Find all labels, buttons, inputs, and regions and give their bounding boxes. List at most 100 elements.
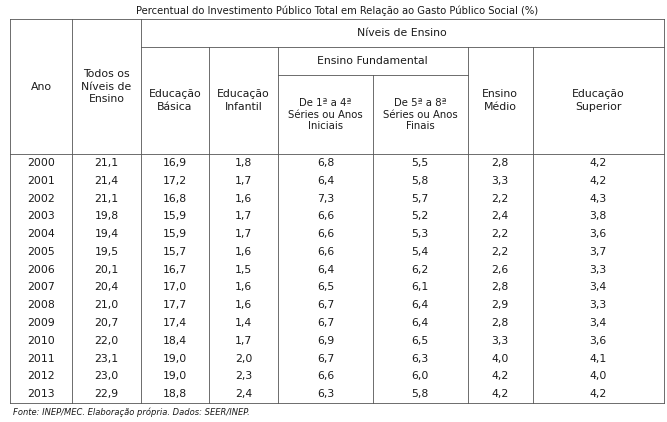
- Text: 19,0: 19,0: [163, 354, 187, 364]
- Text: 2,8: 2,8: [492, 282, 509, 292]
- Text: 16,8: 16,8: [163, 194, 187, 203]
- Text: 2,8: 2,8: [492, 318, 509, 328]
- Text: 3,7: 3,7: [590, 247, 607, 257]
- Text: 21,1: 21,1: [94, 158, 119, 168]
- Text: 6,3: 6,3: [412, 354, 429, 364]
- Text: 3,6: 3,6: [590, 229, 607, 239]
- Text: 6,3: 6,3: [317, 389, 334, 399]
- Text: 1,7: 1,7: [235, 211, 252, 222]
- Text: 5,5: 5,5: [412, 158, 429, 168]
- Text: 1,7: 1,7: [235, 336, 252, 346]
- Text: 2012: 2012: [27, 371, 55, 381]
- Text: 15,9: 15,9: [163, 211, 187, 222]
- Text: Ano: Ano: [31, 81, 51, 92]
- Text: 4,2: 4,2: [590, 176, 607, 186]
- Text: 2001: 2001: [27, 176, 55, 186]
- Text: 6,6: 6,6: [317, 229, 334, 239]
- Text: 2005: 2005: [27, 247, 55, 257]
- Text: 23,0: 23,0: [94, 371, 119, 381]
- Text: 7,3: 7,3: [317, 194, 334, 203]
- Text: Educação
Infantil: Educação Infantil: [217, 89, 270, 111]
- Text: 3,8: 3,8: [590, 211, 607, 222]
- Text: 5,3: 5,3: [412, 229, 429, 239]
- Text: 4,2: 4,2: [492, 389, 509, 399]
- Text: 5,4: 5,4: [412, 247, 429, 257]
- Text: 6,6: 6,6: [317, 211, 334, 222]
- Text: 2,2: 2,2: [492, 229, 509, 239]
- Text: 19,5: 19,5: [94, 247, 119, 257]
- Text: 6,4: 6,4: [317, 176, 334, 186]
- Text: 2,2: 2,2: [492, 194, 509, 203]
- Text: 15,9: 15,9: [163, 229, 187, 239]
- Text: 2,6: 2,6: [492, 265, 509, 275]
- Text: Níveis de Ensino: Níveis de Ensino: [358, 28, 447, 38]
- Text: 2,3: 2,3: [235, 371, 252, 381]
- Text: 21,0: 21,0: [94, 300, 119, 310]
- Text: 1,6: 1,6: [235, 194, 252, 203]
- Text: 17,4: 17,4: [163, 318, 187, 328]
- Text: 2,8: 2,8: [492, 158, 509, 168]
- Text: 4,0: 4,0: [492, 354, 509, 364]
- Text: 2007: 2007: [27, 282, 55, 292]
- Text: 1,5: 1,5: [235, 265, 252, 275]
- Text: De 5ª a 8ª
Séries ou Anos
Finais: De 5ª a 8ª Séries ou Anos Finais: [383, 98, 458, 131]
- Text: 6,0: 6,0: [412, 371, 429, 381]
- Text: 2,9: 2,9: [492, 300, 509, 310]
- Text: 2000: 2000: [27, 158, 55, 168]
- Text: 6,4: 6,4: [412, 318, 429, 328]
- Text: 6,4: 6,4: [412, 300, 429, 310]
- Text: 6,2: 6,2: [412, 265, 429, 275]
- Text: 6,9: 6,9: [317, 336, 334, 346]
- Text: 18,8: 18,8: [163, 389, 187, 399]
- Text: 17,0: 17,0: [163, 282, 187, 292]
- Text: 4,0: 4,0: [590, 371, 607, 381]
- Text: Educação
Básica: Educação Básica: [149, 89, 201, 111]
- Text: 21,1: 21,1: [94, 194, 119, 203]
- Text: 17,2: 17,2: [163, 176, 187, 186]
- Text: 2002: 2002: [27, 194, 55, 203]
- Text: 3,6: 3,6: [590, 336, 607, 346]
- Text: 19,0: 19,0: [163, 371, 187, 381]
- Text: Percentual do Investimento Público Total em Relação ao Gasto Público Social (%): Percentual do Investimento Público Total…: [136, 5, 538, 16]
- Text: 19,8: 19,8: [94, 211, 119, 222]
- Text: 3,3: 3,3: [590, 265, 607, 275]
- Text: 4,1: 4,1: [590, 354, 607, 364]
- Text: 2004: 2004: [27, 229, 55, 239]
- Text: 15,7: 15,7: [163, 247, 187, 257]
- Text: 17,7: 17,7: [163, 300, 187, 310]
- Text: 20,7: 20,7: [94, 318, 119, 328]
- Text: 22,9: 22,9: [94, 389, 119, 399]
- Text: 6,4: 6,4: [317, 265, 334, 275]
- Text: 21,4: 21,4: [94, 176, 119, 186]
- Text: 6,7: 6,7: [317, 300, 334, 310]
- Text: 2,4: 2,4: [492, 211, 509, 222]
- Text: 19,4: 19,4: [94, 229, 119, 239]
- Text: 3,3: 3,3: [590, 300, 607, 310]
- Text: 2011: 2011: [27, 354, 55, 364]
- Text: Ensino
Médio: Ensino Médio: [482, 89, 518, 111]
- Text: 5,2: 5,2: [412, 211, 429, 222]
- Text: 6,6: 6,6: [317, 247, 334, 257]
- Text: 16,7: 16,7: [163, 265, 187, 275]
- Text: 4,2: 4,2: [492, 371, 509, 381]
- Text: 20,4: 20,4: [94, 282, 119, 292]
- Text: De 1ª a 4ª
Séries ou Anos
Iniciais: De 1ª a 4ª Séries ou Anos Iniciais: [288, 98, 363, 131]
- Text: 6,1: 6,1: [412, 282, 429, 292]
- Text: 6,5: 6,5: [317, 282, 334, 292]
- Text: 5,8: 5,8: [412, 389, 429, 399]
- Text: 1,4: 1,4: [235, 318, 252, 328]
- Text: 2010: 2010: [27, 336, 55, 346]
- Text: 2,0: 2,0: [235, 354, 252, 364]
- Text: 4,2: 4,2: [590, 158, 607, 168]
- Text: 2009: 2009: [27, 318, 55, 328]
- Text: 2013: 2013: [27, 389, 55, 399]
- Text: Todos os
Níveis de
Ensino: Todos os Níveis de Ensino: [81, 69, 131, 104]
- Text: 1,6: 1,6: [235, 247, 252, 257]
- Text: 2006: 2006: [27, 265, 55, 275]
- Text: 18,4: 18,4: [163, 336, 187, 346]
- Text: Educação
Superior: Educação Superior: [572, 89, 625, 111]
- Text: 3,3: 3,3: [492, 176, 509, 186]
- Text: 6,5: 6,5: [412, 336, 429, 346]
- Text: 20,1: 20,1: [94, 265, 119, 275]
- Text: 3,4: 3,4: [590, 282, 607, 292]
